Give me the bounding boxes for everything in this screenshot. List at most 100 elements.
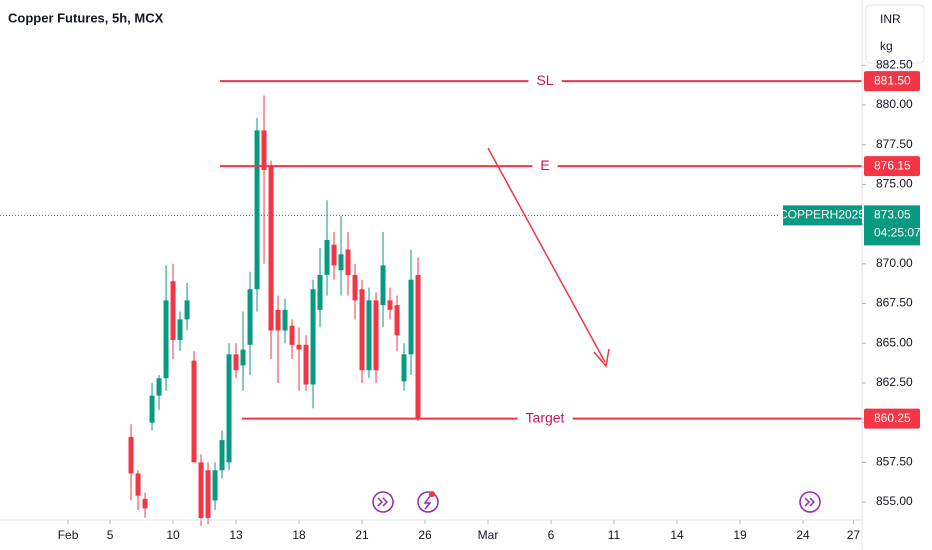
candle-body [275, 309, 281, 331]
candle-body [226, 354, 232, 463]
candle-body [303, 344, 309, 385]
x-tick-label: 18 [292, 528, 306, 542]
y-tick-label: 870.00 [876, 256, 913, 270]
candle-body [394, 305, 400, 336]
candle-body [408, 279, 414, 355]
y-tick-label: 865.00 [876, 335, 913, 349]
chart-title: Copper Futures, 5h, MCX [8, 10, 164, 25]
y-tick-label: 882.50 [876, 57, 913, 71]
last-symbol-box [783, 205, 862, 226]
last-price-label: 873.05 [874, 208, 911, 222]
level-price-box [864, 71, 920, 92]
arrow [487, 147, 606, 363]
candle-body [317, 274, 323, 310]
candle-body [359, 289, 365, 371]
plot-area: SL E Target [0, 72, 862, 526]
level-price-box [864, 156, 920, 177]
candle-body [331, 244, 337, 266]
level-price-label: 860.25 [874, 411, 911, 425]
y-tick-label: 855.00 [876, 494, 913, 508]
candle-body [170, 281, 176, 341]
unit-box[interactable] [865, 4, 925, 64]
y-tick-label: 862.50 [876, 375, 913, 389]
candle-body [233, 354, 239, 371]
candle-body [366, 300, 372, 371]
x-tick-label: 26 [418, 528, 432, 542]
x-tick-label: 5 [107, 528, 114, 542]
x-tick-label: 11 [608, 528, 621, 542]
last-price-box [864, 205, 920, 246]
candle-body [198, 462, 204, 518]
last-symbol: COPPERH2025 [779, 208, 865, 222]
y-tick-label: 880.00 [876, 97, 913, 111]
candle-body [142, 498, 148, 509]
candle-body [401, 354, 407, 382]
x-tick-label: 21 [355, 528, 369, 542]
candle-body [345, 249, 351, 275]
candle-body [338, 254, 344, 271]
arrow-head [593, 348, 610, 368]
event-icon[interactable] [417, 491, 439, 513]
candle-body [261, 130, 267, 171]
currency: INR [880, 12, 901, 26]
event-dot [429, 491, 435, 497]
x-tick-label: Feb [58, 528, 79, 542]
candle-body [240, 349, 246, 366]
x-tick-label: 14 [670, 528, 684, 542]
candle-body [296, 344, 302, 350]
candle-body [205, 470, 211, 518]
title-bg [8, 8, 168, 30]
candle-body [184, 300, 190, 320]
candle-body [254, 130, 260, 290]
x-tick-label: 13 [229, 528, 243, 542]
candle-body [212, 470, 218, 501]
candle-body [387, 300, 393, 310]
event-icon-glyph [423, 495, 432, 510]
candle-body [268, 165, 274, 331]
candle-body [324, 239, 330, 275]
y-tick-label: 867.50 [876, 296, 913, 310]
candle-body [373, 300, 379, 371]
x-tick-label: 19 [733, 528, 747, 542]
x-tick-label: 24 [796, 528, 810, 542]
candle-body [135, 473, 141, 496]
unit: kg [880, 39, 893, 53]
candle-body [219, 440, 225, 471]
event-icon-glyph [804, 497, 816, 507]
candle-body [149, 395, 155, 423]
candle-body [352, 274, 358, 301]
candle-body [177, 319, 183, 341]
level-name: SL [536, 72, 553, 88]
candle-body [289, 325, 295, 345]
y-tick-label: 857.50 [876, 455, 913, 469]
level-name-bg [528, 73, 562, 90]
candle-body [310, 289, 316, 385]
candle-body [282, 309, 288, 331]
level-name-bg [532, 158, 558, 175]
candle-body [128, 436, 134, 474]
candle-body [191, 360, 197, 463]
candle-body [380, 265, 386, 306]
event-icon[interactable] [372, 491, 394, 513]
candle-body [163, 300, 169, 379]
x-tick-label: Mar [478, 528, 499, 542]
candle-body [415, 274, 421, 418]
x-tick-label: 6 [548, 528, 555, 542]
level-price-label: 876.15 [874, 158, 911, 172]
event-icons [372, 491, 821, 513]
level-name: E [540, 157, 549, 173]
candle-body [247, 289, 253, 345]
x-tick-label: 10 [166, 528, 180, 542]
candle-body [156, 378, 162, 396]
level-price-box [864, 408, 920, 429]
countdown: 04:25:07 [874, 226, 921, 240]
level-name-bg [517, 410, 573, 427]
y-tick-label: 875.00 [876, 177, 913, 191]
y-tick-label: 877.50 [876, 137, 913, 151]
event-icon-glyph [377, 497, 389, 507]
x-tick-label: 27 [847, 528, 861, 542]
level-price-label: 881.50 [874, 73, 911, 87]
event-icon[interactable] [799, 491, 821, 513]
level-name: Target [526, 409, 565, 425]
